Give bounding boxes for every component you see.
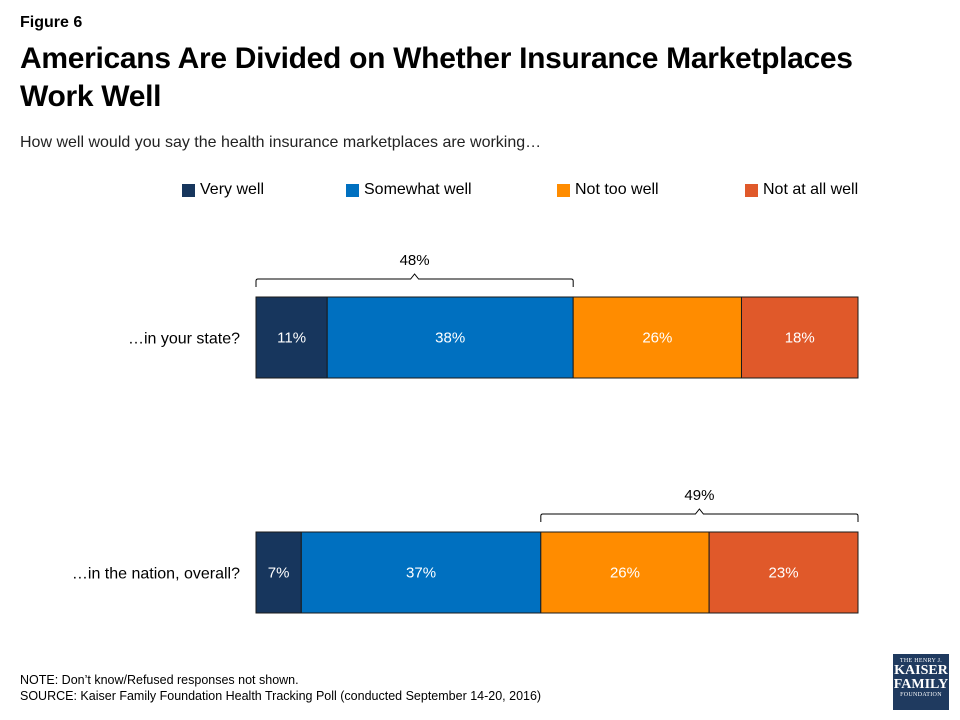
legend-swatch [346,183,359,197]
category-label: …in the nation, overall? [72,566,240,583]
legend: Very well Somewhat well Not too well Not… [0,181,960,205]
chart-title: Americans Are Divided on Whether Insuran… [20,42,853,113]
data-label: 23% [769,565,799,582]
category-label: …in your state? [128,331,240,348]
chart-subtitle: How well would you say the health insura… [20,134,542,151]
bar-segment-not-at-all-well [740,296,859,379]
data-label: 38% [435,330,465,347]
legend-item-not-too-well: Not too well [557,181,659,199]
legend-swatch [745,183,758,197]
logo-line: FOUNDATION [900,692,942,698]
legend-label: Not at all well [763,181,859,198]
legend-item-very-well: Very well [182,181,264,199]
logo-line: KAISER [894,663,948,678]
footnote: NOTE: Don’t know/Refused responses not s… [20,672,541,704]
legend-swatch [182,183,195,197]
legend-item-not-at-all-well: Not at all well [745,181,858,199]
legend-swatch [557,183,570,197]
legend-label: Very well [200,181,265,198]
data-label: 26% [610,565,640,582]
bar-segment-not-too-well [572,296,742,379]
figure-label: Figure 6 [20,14,83,31]
bar-segment-very-well [255,531,302,614]
bar-segment-not-at-all-well [708,531,859,614]
data-label: 7% [268,565,290,582]
bar-segment-somewhat-well [300,531,542,614]
source-text: SOURCE: Kaiser Family Foundation Health … [20,689,542,703]
legend-label: Somewhat well [364,181,472,198]
bar-segment-not-too-well [540,531,710,614]
data-label: 18% [785,330,815,347]
legend-label: Not too well [575,181,659,198]
logo-line: FAMILY [893,677,949,692]
bracket-label: 49% [684,487,714,504]
note-text: NOTE: Don’t know/Refused responses not s… [20,673,299,687]
kff-logo: THE HENRY J. KAISER FAMILY FOUNDATION [893,654,949,710]
data-label: 26% [642,330,672,347]
bracket-label: 48% [400,252,430,269]
bracket [255,273,574,287]
logo-line: THE HENRY J. [899,658,943,664]
data-label: 11% [277,330,306,347]
bar-segment-very-well [255,296,328,379]
legend-item-somewhat-well: Somewhat well [346,181,472,199]
data-label: 37% [406,565,436,582]
bracket [540,508,859,522]
